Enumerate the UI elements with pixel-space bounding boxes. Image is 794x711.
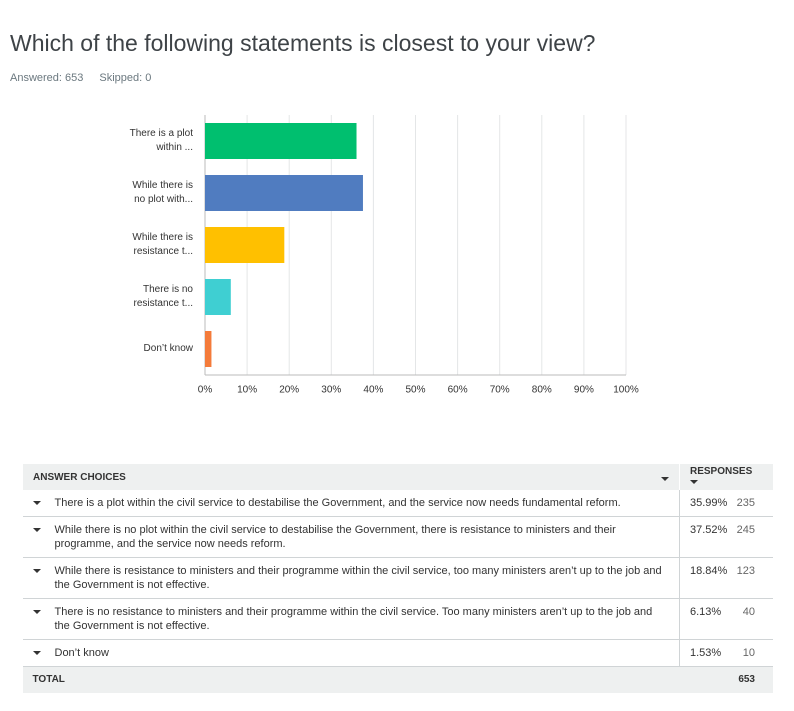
x-tick-label: 40%	[363, 385, 383, 396]
response-cell: 6.13% 40	[679, 598, 773, 640]
answered: Answered: 653	[10, 72, 84, 84]
choice-cell: While there is no plot within the civil …	[22, 516, 680, 558]
choice-wrap: While there is no plot within the civil …	[32, 523, 676, 551]
choice-wrap: Don’t know	[32, 646, 676, 660]
y-tick-label: While there is no plot with...	[132, 180, 193, 205]
y-tick-label: There is no resistance t...	[133, 284, 193, 309]
response-cell: 18.84% 123	[679, 557, 773, 599]
choices-header[interactable]: ANSWER CHOICES	[22, 464, 680, 490]
x-tick-label: 80%	[532, 385, 552, 396]
x-tick-label: 100%	[613, 385, 639, 396]
count: 123	[736, 565, 755, 577]
chart-svg: 0% 10% 20% 30% 40% 50% 60% 70% 80% 90% 100%	[198, 115, 639, 396]
total-row: TOTAL 653	[22, 666, 773, 693]
x-tick-label: 90%	[574, 385, 594, 396]
expand-icon[interactable]	[32, 569, 41, 573]
x-tick-label: 20%	[279, 385, 299, 396]
choice-wrap: There is no resistance to ministers and …	[32, 605, 676, 633]
count: 10	[742, 647, 755, 659]
choice-cell: There is no resistance to ministers and …	[22, 598, 680, 640]
response-cell: 37.52% 245	[679, 516, 773, 558]
choice-wrap: While there is resistance to ministers a…	[32, 564, 676, 592]
percent: 1.53%	[690, 647, 722, 659]
responses-table: ANSWER CHOICES RESPONSES There is a plot…	[22, 464, 773, 693]
header-text: RESPONSES	[690, 466, 753, 477]
x-tick-label: 70%	[490, 385, 510, 396]
count: 40	[742, 606, 755, 618]
choice-text: There is no resistance to ministers and …	[54, 606, 653, 632]
y-tick-label: There is a plot within ...	[129, 128, 193, 153]
response-wrap: 37.52% 245	[690, 523, 769, 537]
table-row: While there is resistance to ministers a…	[22, 557, 773, 599]
choice-text: There is a plot within the civil service…	[54, 497, 621, 509]
count: 235	[736, 497, 755, 509]
question-title: Which of the following statements is clo…	[10, 30, 596, 56]
response-wrap: 18.84% 123	[690, 564, 769, 578]
choice-cell: Don’t know	[22, 639, 680, 667]
table-row: While there is no plot within the civil …	[22, 516, 773, 558]
bar	[205, 123, 357, 159]
choice-text: While there is resistance to ministers a…	[54, 565, 662, 591]
header-text: ANSWER CHOICES	[33, 471, 126, 483]
choice-wrap: There is a plot within the civil service…	[32, 496, 676, 510]
y-tick-label: While there is resistance t...	[132, 232, 193, 257]
x-tick-label: 60%	[448, 385, 468, 396]
total-count: 653	[679, 666, 773, 693]
x-tick-label: 10%	[237, 385, 257, 396]
total-label: TOTAL	[22, 666, 680, 693]
table-row: There is no resistance to ministers and …	[22, 598, 773, 640]
response-wrap: 1.53% 10	[690, 646, 769, 660]
skipped: Skipped: 0	[99, 72, 152, 84]
percent: 37.52%	[690, 524, 728, 536]
table-row: Don’t know 1.53% 10	[22, 639, 773, 667]
y-tick-label: Don’t know	[143, 343, 193, 354]
choice-cell: While there is resistance to ministers a…	[22, 557, 680, 599]
sort-icon[interactable]	[690, 480, 698, 485]
chart: 0% 10% 20% 30% 40% 50% 60% 70% 80% 90% 100% There …	[129, 115, 639, 396]
expand-icon[interactable]	[32, 610, 41, 614]
choice-text: While there is no plot within the civil …	[54, 524, 616, 550]
table-row: There is a plot within the civil service…	[22, 490, 773, 517]
x-tick-label: 30%	[321, 385, 341, 396]
percent: 6.13%	[690, 606, 722, 618]
count: 245	[736, 524, 755, 536]
responses-header[interactable]: RESPONSES	[679, 464, 773, 490]
response-cell: 1.53% 10	[679, 639, 773, 667]
expand-icon[interactable]	[32, 528, 41, 532]
percent: 35.99%	[690, 497, 728, 509]
x-tick-label: 50%	[405, 385, 425, 396]
table-body: There is a plot within the civil service…	[22, 490, 773, 693]
response-cell: 35.99% 235	[679, 490, 773, 517]
bar	[205, 279, 231, 315]
bar	[205, 175, 363, 211]
response-wrap: 35.99% 235	[690, 496, 769, 510]
choice-text: Don’t know	[54, 647, 109, 659]
expand-icon[interactable]	[32, 501, 41, 505]
choice-cell: There is a plot within the civil service…	[22, 490, 680, 517]
response-wrap: 6.13% 40	[690, 605, 769, 619]
expand-icon[interactable]	[32, 651, 41, 655]
percent: 18.84%	[690, 565, 728, 577]
sort-icon[interactable]	[661, 476, 669, 481]
header-row: ANSWER CHOICES RESPONSES	[22, 464, 773, 490]
x-tick-label: 0%	[198, 385, 213, 396]
meta: Answered: 653 Skipped: 0	[10, 72, 167, 84]
bar	[205, 331, 212, 367]
bar	[205, 227, 285, 263]
